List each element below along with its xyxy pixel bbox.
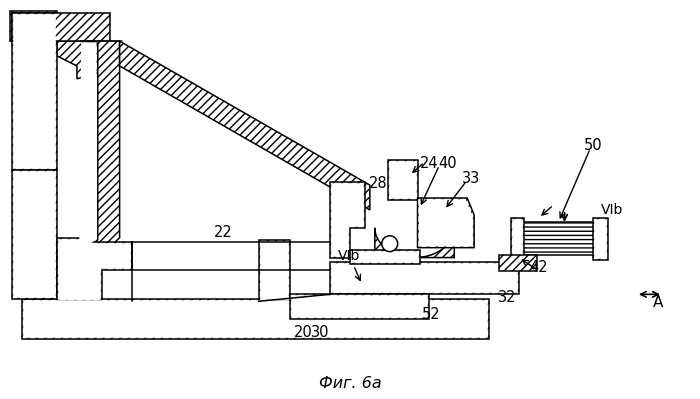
Text: 22: 22 bbox=[214, 225, 232, 240]
Polygon shape bbox=[419, 200, 472, 246]
Polygon shape bbox=[13, 13, 57, 170]
Polygon shape bbox=[258, 240, 290, 301]
Text: 28: 28 bbox=[368, 176, 387, 191]
Text: 20: 20 bbox=[294, 324, 313, 340]
Polygon shape bbox=[511, 218, 524, 260]
Polygon shape bbox=[59, 240, 85, 255]
Text: 42: 42 bbox=[529, 260, 548, 275]
Polygon shape bbox=[519, 222, 596, 255]
Polygon shape bbox=[594, 218, 608, 260]
Text: VIb: VIb bbox=[338, 249, 360, 280]
Polygon shape bbox=[57, 242, 132, 269]
Polygon shape bbox=[388, 160, 417, 200]
Polygon shape bbox=[352, 252, 417, 262]
Polygon shape bbox=[417, 198, 474, 248]
Polygon shape bbox=[57, 255, 102, 301]
Text: VIb: VIb bbox=[601, 203, 624, 217]
Polygon shape bbox=[15, 172, 55, 297]
Text: 52: 52 bbox=[422, 307, 441, 322]
Polygon shape bbox=[330, 262, 519, 294]
Circle shape bbox=[382, 236, 398, 252]
Polygon shape bbox=[13, 13, 110, 41]
Text: 33: 33 bbox=[462, 171, 480, 186]
Polygon shape bbox=[260, 242, 288, 299]
Polygon shape bbox=[293, 296, 428, 317]
Text: 50: 50 bbox=[584, 138, 603, 153]
Polygon shape bbox=[10, 11, 57, 41]
Polygon shape bbox=[59, 244, 130, 267]
Polygon shape bbox=[10, 41, 122, 79]
Polygon shape bbox=[57, 238, 87, 257]
Polygon shape bbox=[15, 15, 55, 168]
Polygon shape bbox=[59, 257, 100, 299]
Polygon shape bbox=[22, 299, 489, 339]
Polygon shape bbox=[120, 41, 370, 210]
Polygon shape bbox=[374, 228, 454, 258]
Polygon shape bbox=[25, 301, 487, 337]
Polygon shape bbox=[332, 184, 363, 256]
Text: A: A bbox=[652, 295, 663, 310]
Polygon shape bbox=[13, 170, 57, 299]
Polygon shape bbox=[80, 43, 96, 254]
Polygon shape bbox=[595, 220, 606, 258]
Text: 32: 32 bbox=[498, 290, 516, 305]
Polygon shape bbox=[499, 255, 537, 271]
Text: 30: 30 bbox=[311, 324, 330, 340]
Polygon shape bbox=[290, 294, 429, 319]
Text: 40: 40 bbox=[438, 156, 456, 171]
Text: Фиг. 6а: Фиг. 6а bbox=[318, 376, 382, 391]
Text: 24: 24 bbox=[420, 156, 439, 171]
Polygon shape bbox=[80, 41, 120, 269]
Polygon shape bbox=[82, 254, 100, 267]
Polygon shape bbox=[390, 162, 416, 198]
Polygon shape bbox=[332, 264, 517, 292]
Polygon shape bbox=[513, 220, 522, 258]
Polygon shape bbox=[330, 182, 365, 258]
Polygon shape bbox=[350, 250, 419, 264]
